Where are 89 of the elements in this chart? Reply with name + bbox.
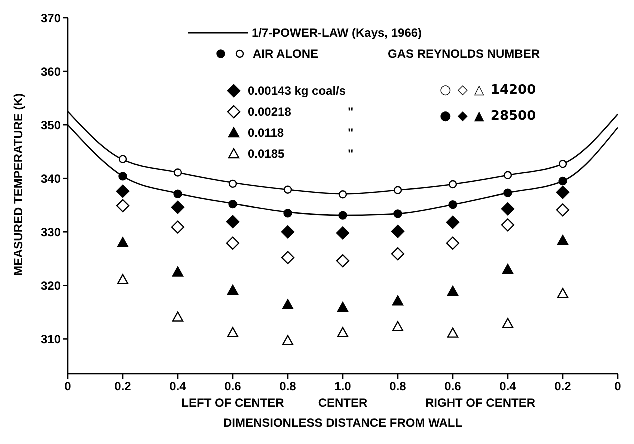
point — [556, 186, 570, 200]
point — [284, 209, 292, 218]
annotation: " — [348, 147, 354, 161]
annotation: ○ ◇ △ 14200 — [440, 83, 536, 98]
point — [174, 168, 182, 177]
point — [502, 264, 514, 274]
point — [446, 236, 460, 250]
legend-label: 0.00218 — [248, 105, 292, 119]
point — [337, 327, 349, 338]
point — [501, 218, 515, 232]
point — [226, 236, 240, 250]
point — [116, 199, 130, 213]
point — [394, 186, 402, 194]
point — [446, 216, 460, 230]
y-tick-label: 370 — [40, 11, 62, 26]
point — [392, 296, 404, 306]
x-tick-label: 0.2 — [554, 380, 572, 394]
point — [116, 184, 130, 198]
x-axis-title: DIMENSIONLESS DISTANCE FROM WALL — [223, 416, 463, 430]
x-tick-label: 0 — [614, 380, 622, 394]
point — [281, 251, 295, 264]
x-tick-label: 0.4 — [170, 380, 187, 394]
legend-label: 1/7-POWER-LAW (Kays, 1966) — [252, 26, 422, 40]
point — [281, 226, 295, 239]
point — [228, 180, 238, 188]
point — [118, 172, 128, 181]
point — [448, 200, 458, 210]
annotation: " — [348, 105, 354, 119]
y-tick-label: 320 — [40, 278, 62, 293]
point — [337, 302, 349, 312]
annotation: GAS REYNOLDS NUMBER — [388, 47, 540, 61]
x-tick-label: 0.6 — [224, 380, 242, 394]
point — [392, 321, 404, 332]
y-tick-label: 330 — [40, 225, 62, 240]
legend-label: AIR ALONE — [253, 47, 319, 61]
point — [447, 286, 459, 296]
point — [338, 190, 348, 199]
x-tick-label: 0.4 — [500, 380, 517, 394]
point — [557, 288, 569, 298]
legend-label: 0.0118 — [248, 126, 284, 140]
legend-label: 0.00143 kg coal/s — [248, 84, 346, 98]
point — [338, 211, 348, 220]
text: CENTER — [318, 396, 368, 410]
y-axis-title: MEASURED TEMPERATURE (K) — [11, 94, 26, 276]
point — [556, 204, 570, 217]
x-tick-label: 0 — [64, 380, 72, 394]
point — [557, 235, 569, 246]
point — [172, 312, 184, 322]
point — [282, 335, 294, 346]
point — [394, 210, 402, 218]
y-tick-label: 310 — [40, 332, 62, 346]
text: RIGHT OF CENTER — [426, 396, 536, 410]
point — [391, 225, 405, 238]
annotation: ● ◆ ▲ 28500 — [440, 109, 536, 124]
point — [502, 318, 514, 328]
point — [117, 274, 129, 284]
point — [336, 226, 350, 240]
point — [118, 155, 128, 164]
x-tick-label: 0.2 — [114, 380, 132, 394]
point — [282, 299, 294, 310]
text: LEFT OF CENTER — [182, 396, 284, 410]
point — [227, 327, 239, 338]
y-tick-label: 340 — [40, 172, 62, 186]
point — [226, 215, 240, 229]
point — [172, 266, 184, 277]
point — [448, 180, 458, 189]
point — [501, 202, 515, 216]
point — [558, 160, 568, 168]
annotation: " — [348, 126, 354, 140]
point — [227, 284, 239, 296]
point — [228, 200, 238, 209]
point — [391, 247, 405, 261]
point — [504, 171, 512, 180]
point — [171, 220, 185, 234]
y-tick-label: 360 — [40, 64, 62, 79]
point — [336, 254, 350, 268]
y-tick-label: 350 — [40, 118, 62, 132]
legend-label: 0.0185 — [248, 147, 285, 161]
x-tick-label: 1.0 — [334, 380, 352, 394]
point — [447, 328, 459, 338]
x-tick-label: 0.8 — [280, 380, 297, 394]
point — [171, 200, 185, 214]
x-tick-label: 0.8 — [390, 380, 407, 394]
point — [174, 190, 182, 198]
point — [284, 186, 292, 194]
point — [504, 188, 512, 198]
x-tick-label: 0.6 — [444, 380, 462, 394]
point — [117, 237, 129, 248]
point — [558, 176, 568, 186]
